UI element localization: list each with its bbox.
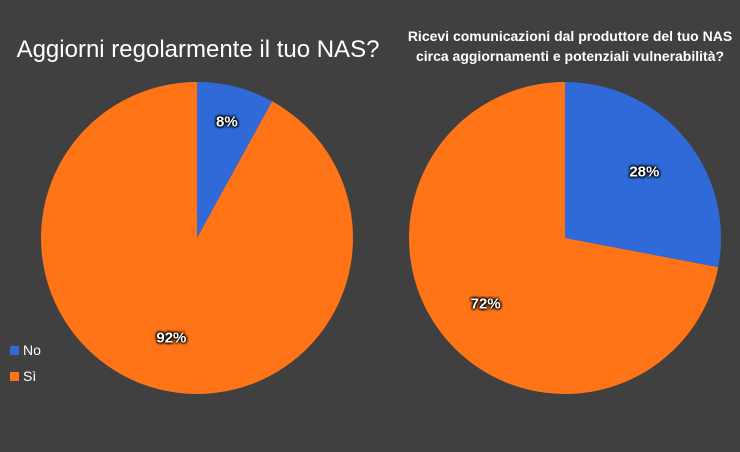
legend: No Sì <box>10 337 41 389</box>
legend-swatch-si <box>10 371 19 381</box>
slice-no-right-label: 28% <box>629 163 660 181</box>
legend-item-si: Sì <box>10 363 41 389</box>
legend-swatch-no <box>10 345 19 355</box>
chart-title-left: Aggiorni regolarmente il tuo NAS? <box>16 36 380 63</box>
slice-no-right <box>565 82 721 268</box>
slice-no-left <box>197 82 273 238</box>
slice-si-left-label: 92% <box>156 329 187 347</box>
slice-si-right-label: 72% <box>470 295 501 313</box>
legend-label-no: No <box>23 342 41 358</box>
legend-label-si: Sì <box>23 368 37 384</box>
slice-si-left <box>40 82 353 394</box>
chart-title-right: Ricevi comunicazioni dal produttore del … <box>407 28 733 64</box>
legend-item-no: No <box>10 337 41 363</box>
slice-no-left-label: 8% <box>216 113 238 131</box>
slice-si-right <box>408 82 719 394</box>
